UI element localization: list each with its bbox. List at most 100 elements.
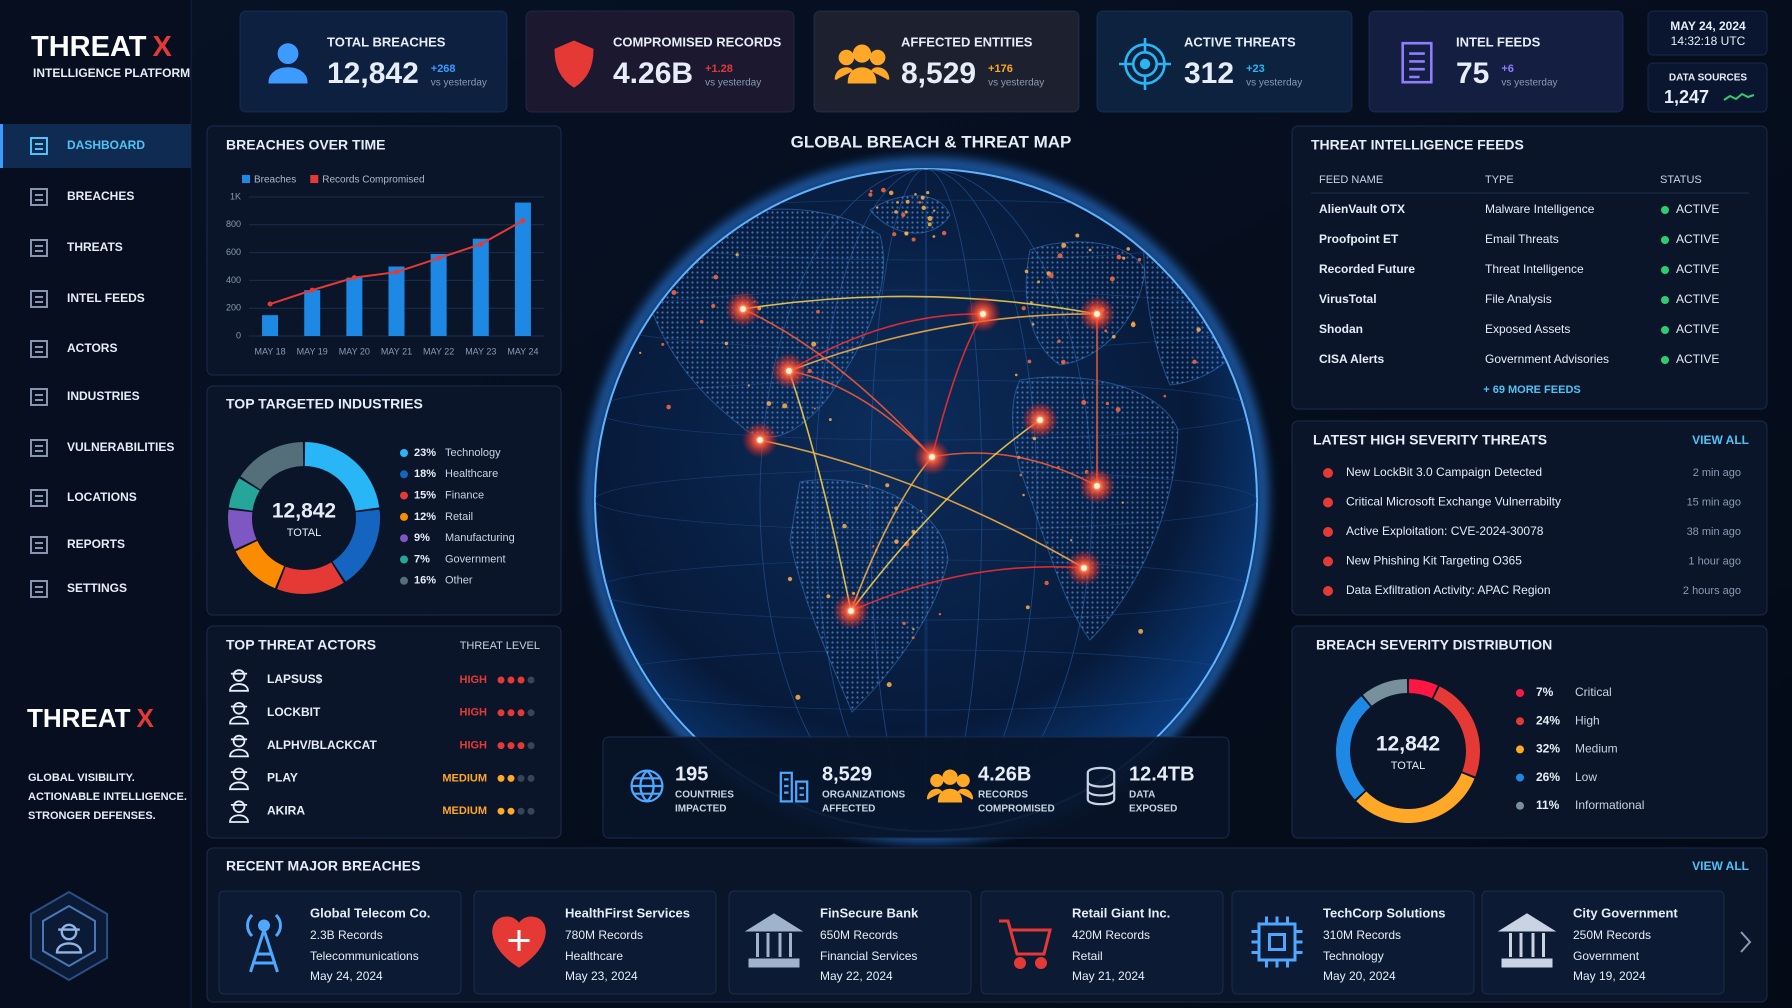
feed-type: Malware Intelligence <box>1485 202 1595 216</box>
city-light <box>933 209 936 212</box>
breach-records: 250M Records <box>1573 928 1651 942</box>
breach-industry: Retail <box>1072 949 1103 963</box>
stat-delta: +268 <box>431 63 456 75</box>
threat-text: Active Exploitation: CVE-2024-30078 <box>1346 524 1544 538</box>
donut-center-label: TOTAL <box>287 527 321 539</box>
panel-title: RECENT MAJOR BREACHES <box>226 858 420 874</box>
threat-arc <box>850 419 1041 612</box>
legend-label: Informational <box>1575 798 1644 812</box>
carousel-next[interactable] <box>1740 931 1752 953</box>
legend-label: Technology <box>445 447 501 459</box>
level-dot-empty <box>517 807 525 815</box>
icon-shape <box>795 780 809 803</box>
hotspot <box>786 368 792 374</box>
hotspot <box>1037 417 1043 423</box>
city-light <box>938 612 942 616</box>
donut-center-value: 12,842 <box>1376 733 1440 756</box>
icon <box>229 800 249 823</box>
nav-item[interactable]: THREATS <box>67 240 123 254</box>
city-light <box>1196 327 1201 332</box>
actor-level: MEDIUM <box>442 772 487 784</box>
donut-segment <box>1356 773 1475 823</box>
breach-card[interactable] <box>218 890 462 995</box>
icon-shape <box>35 542 43 549</box>
icon <box>229 767 249 791</box>
city-light <box>1057 253 1063 259</box>
threat-arc <box>788 313 1098 372</box>
city-light <box>911 636 915 640</box>
nav-item[interactable]: LOCATIONS <box>67 490 137 504</box>
level-dot <box>517 742 525 750</box>
donut-segment <box>1433 686 1480 777</box>
breach-card[interactable] <box>473 890 717 995</box>
donut-segment <box>1408 679 1438 699</box>
legend-swatch <box>310 175 319 183</box>
y-tick-label: 400 <box>226 275 241 285</box>
legend-value: 24% <box>1536 713 1560 727</box>
level-dot <box>497 807 505 815</box>
y-tick-label: 200 <box>226 303 241 313</box>
breach-name: TechCorp Solutions <box>1323 905 1446 920</box>
icon <box>55 923 83 954</box>
icon-shape <box>246 913 282 938</box>
stat-card <box>525 10 795 113</box>
status-dot <box>1661 296 1669 304</box>
landmass-edge <box>1025 241 1146 366</box>
feed-status: ACTIVE <box>1676 232 1719 246</box>
nav-item[interactable]: ACTORS <box>67 341 117 355</box>
city-light <box>1109 276 1115 282</box>
breach-card[interactable] <box>1481 890 1725 995</box>
hotspot <box>1081 565 1087 571</box>
sources-spark <box>1723 92 1755 101</box>
threat-arc <box>742 308 933 458</box>
feed-type: Government Advisories <box>1485 352 1609 366</box>
view-all-link[interactable]: VIEW ALL <box>1692 859 1749 873</box>
nav-item[interactable]: INTEL FEEDS <box>67 291 145 305</box>
icon-shape <box>35 394 43 401</box>
icon-shape <box>748 958 800 968</box>
landmass-edge <box>1012 376 1179 641</box>
hotspot <box>848 608 854 614</box>
legend-dot <box>400 512 408 521</box>
nav-item[interactable]: INDUSTRIES <box>67 389 140 403</box>
icon-shape <box>1251 916 1303 968</box>
breach-card[interactable] <box>728 890 972 995</box>
stat-delta: +23 <box>1246 63 1265 75</box>
nav-item[interactable]: DASHBOARD <box>67 138 145 152</box>
line-point <box>520 218 526 224</box>
icon-shape <box>779 771 793 803</box>
city-light <box>807 368 812 373</box>
hotspot <box>1094 483 1100 489</box>
icon <box>229 701 249 725</box>
actor-name: ALPHV/BLACKCAT <box>267 738 377 752</box>
legend-label: Retail <box>445 511 473 523</box>
city-light <box>1061 359 1066 365</box>
icon <box>30 239 48 257</box>
more-feeds-link[interactable]: + 69 MORE FEEDS <box>1483 384 1581 396</box>
nav-item[interactable]: VULNERABILITIES <box>67 440 174 454</box>
hotspot <box>929 454 935 460</box>
icon <box>630 769 664 803</box>
legend-value: 32% <box>1536 742 1560 756</box>
stat-card-tint <box>526 11 794 112</box>
nav-item[interactable]: REPORTS <box>67 537 125 551</box>
city-light <box>927 222 932 227</box>
icon-shape <box>784 778 804 796</box>
panel <box>206 125 562 376</box>
stat-card <box>813 10 1080 113</box>
city-light <box>869 189 873 193</box>
icon-shape <box>268 67 308 84</box>
icon <box>779 771 809 803</box>
icon <box>30 290 48 308</box>
breach-industry: Healthcare <box>565 949 623 963</box>
view-all-link[interactable]: VIEW ALL <box>1692 433 1749 447</box>
icon-shape <box>1035 957 1047 969</box>
panel <box>1291 625 1768 839</box>
city-light <box>1075 233 1080 238</box>
breach-card[interactable] <box>1231 890 1475 995</box>
panel <box>206 625 562 839</box>
nav-item[interactable]: BREACHES <box>67 189 134 203</box>
nav-item[interactable]: SETTINGS <box>67 581 127 595</box>
icon-shape <box>957 788 974 800</box>
